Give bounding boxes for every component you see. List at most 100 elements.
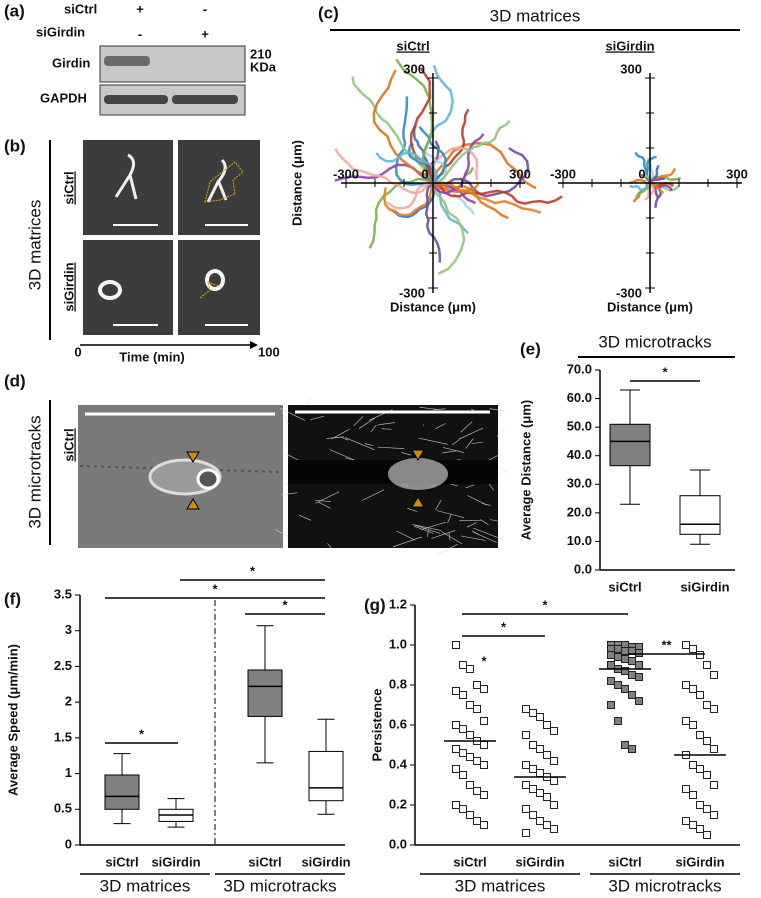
- fiber: [466, 522, 477, 528]
- point: [452, 801, 460, 809]
- point: [522, 731, 530, 739]
- significance: *: [139, 726, 145, 741]
- point: [607, 661, 615, 669]
- y-tick-label: 0.6: [389, 716, 407, 731]
- category-label: siGirdin: [301, 854, 350, 869]
- y-tick-label: 10.0: [567, 533, 592, 548]
- row-label: siCtrl: [61, 428, 76, 461]
- y-tick-label: 0.8: [389, 676, 407, 691]
- fiber: [381, 428, 392, 430]
- point: [550, 727, 558, 735]
- point: [696, 691, 704, 699]
- box: [308, 750, 344, 802]
- y-tick-label: 1: [65, 765, 72, 780]
- fiber: [435, 499, 442, 511]
- fiber: [275, 529, 289, 537]
- point: [621, 647, 629, 655]
- point: [607, 651, 615, 659]
- fiber: [473, 532, 498, 543]
- point: [473, 757, 481, 765]
- point: [466, 665, 474, 673]
- point: [614, 645, 622, 653]
- point: [529, 765, 537, 773]
- point: [689, 761, 697, 769]
- point: [459, 691, 467, 699]
- x-tick-label: 0: [638, 166, 645, 181]
- point: [522, 761, 530, 769]
- band: [172, 95, 238, 104]
- track: [648, 182, 656, 196]
- fiber: [377, 446, 405, 449]
- panel-title: 3D matrices: [490, 6, 581, 25]
- track: [372, 69, 434, 184]
- point: [689, 645, 697, 653]
- fiber: [413, 525, 434, 534]
- point: [452, 745, 460, 753]
- significance: *: [542, 597, 548, 612]
- point: [459, 725, 467, 733]
- group-label: 3D matrices: [100, 876, 191, 895]
- fiber: [460, 535, 486, 541]
- panel-label: (c): [318, 3, 339, 22]
- cell: -: [203, 1, 207, 16]
- panel-label: (a): [4, 1, 25, 20]
- point: [480, 791, 488, 799]
- cell: +: [201, 26, 209, 41]
- point: [689, 721, 697, 729]
- fiber: [327, 543, 332, 549]
- point: [473, 705, 481, 713]
- condition: 3D microtracks: [25, 415, 44, 528]
- track: [431, 182, 466, 275]
- fiber: [344, 437, 375, 451]
- category-label: siGirdin: [675, 854, 724, 869]
- track: [432, 181, 542, 214]
- fiber: [496, 427, 506, 437]
- point: [550, 825, 558, 833]
- panel-title: 3D microtracks: [598, 332, 711, 351]
- y-tick-label: 2: [65, 694, 72, 709]
- panel-label: (b): [4, 136, 26, 155]
- point: [614, 681, 622, 689]
- fiber: [435, 423, 446, 429]
- significance: *: [501, 619, 507, 634]
- point: [480, 717, 488, 725]
- point: [614, 717, 622, 725]
- point: [473, 787, 481, 795]
- subtitle: siGirdin: [605, 38, 654, 53]
- time-end: 100: [258, 344, 280, 359]
- y-axis-label: Average Distance (μm): [518, 400, 533, 540]
- fiber: [364, 443, 374, 446]
- panel-label: (d): [4, 371, 26, 390]
- blot-label: GAPDH: [40, 90, 87, 105]
- point: [522, 829, 530, 837]
- fiber: [317, 501, 331, 509]
- point: [696, 651, 704, 659]
- y-tick-label: -300: [616, 285, 642, 300]
- fiber: [331, 428, 350, 440]
- category-label: siCtrl: [105, 854, 138, 869]
- micrographs: [78, 398, 508, 556]
- y-tick-label: 60.0: [567, 390, 592, 405]
- point: [480, 821, 488, 829]
- category-label: siCtrl: [453, 854, 486, 869]
- point: [480, 761, 488, 769]
- point: [536, 713, 544, 721]
- fiber: [392, 536, 422, 548]
- point: [543, 793, 551, 801]
- fiber: [358, 417, 376, 429]
- point: [473, 681, 481, 689]
- point: [452, 641, 460, 649]
- point: [682, 641, 690, 649]
- significance: *: [282, 597, 288, 612]
- point: [628, 657, 636, 665]
- point: [522, 805, 530, 813]
- point: [621, 655, 629, 663]
- point: [466, 753, 474, 761]
- arrow-head: [250, 341, 258, 349]
- fiber: [496, 465, 508, 473]
- point: [614, 653, 622, 661]
- panel-label: (f): [4, 589, 21, 608]
- point: [710, 705, 718, 713]
- fiber: [465, 484, 475, 489]
- point: [710, 745, 718, 753]
